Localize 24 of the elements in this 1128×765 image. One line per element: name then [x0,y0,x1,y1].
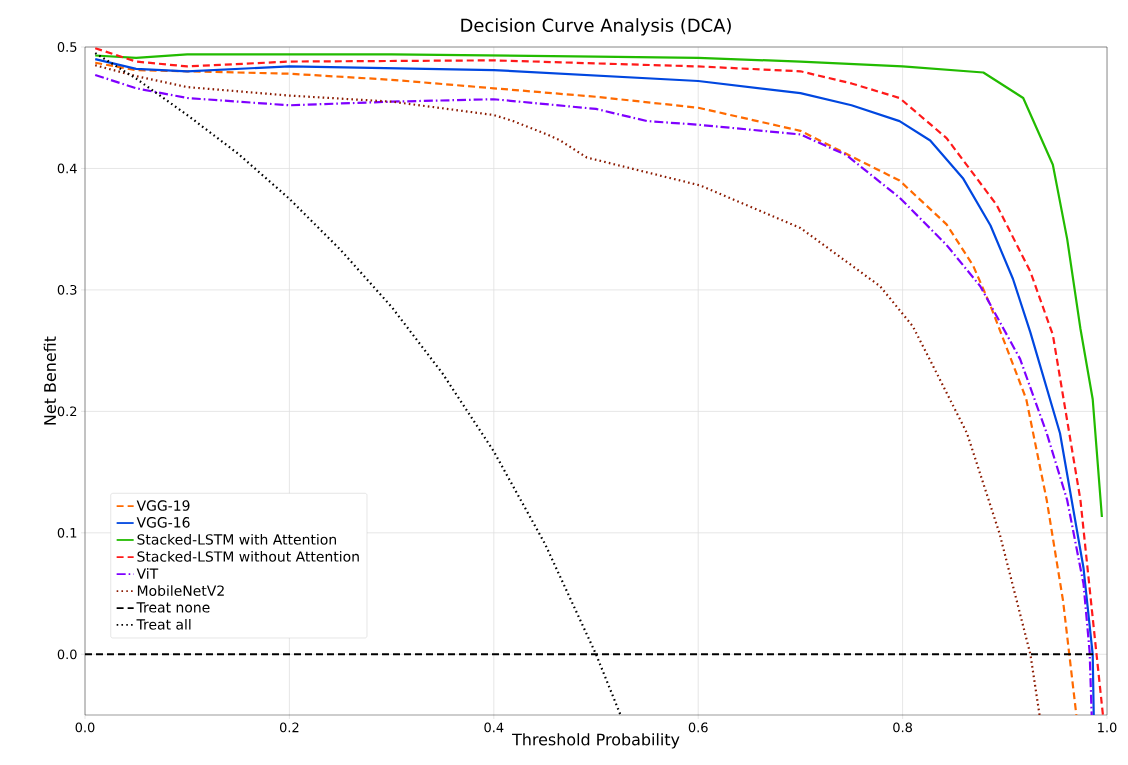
x-tick-label: 0.2 [279,722,299,733]
y-tick-label: 0.3 [57,285,77,295]
legend-label: MobileNetV2 [137,585,224,596]
legend-label: VGG-16 [136,517,190,528]
line-series [94,53,1103,519]
y-tick-label: 0.5 [57,42,77,52]
x-tick-label: 1.0 [1098,722,1117,733]
legend-label: Treat all [136,618,191,630]
x-tick-label: 0.8 [893,722,913,733]
y-tick-label: 0.2 [57,406,77,417]
legend-label: Treat none [136,602,210,613]
chart-title: Decision Curve Analysis (DCA) [461,18,731,36]
legend-label: VGG-19 [136,500,190,511]
x-tick-label: 0.6 [688,722,708,733]
y-tick-label: 0.1 [57,527,77,538]
x-tick-label: 0.4 [484,722,504,733]
legend-label: Stacked-LSTM without Attention [137,551,359,562]
y-tick-label: 0.4 [57,163,77,174]
y-axis-title: Net Benefit [43,336,57,425]
legend-label: ViT [136,568,159,579]
x-axis-title: Threshold Probability [512,733,680,749]
x-tick-label: 0.0 [75,722,95,733]
legend-label: Stacked-LSTM with Attention [137,533,336,545]
y-tick-label: 0.0 [57,649,77,660]
